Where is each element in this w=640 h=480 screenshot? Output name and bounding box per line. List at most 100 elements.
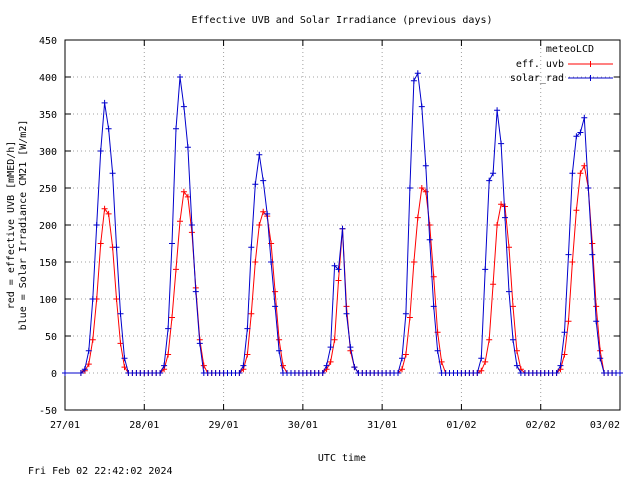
series-line xyxy=(65,71,620,374)
data-point xyxy=(184,193,191,200)
data-point xyxy=(581,114,588,121)
data-point xyxy=(339,225,346,232)
data-point xyxy=(327,344,334,351)
data-point xyxy=(272,303,279,310)
data-point xyxy=(260,177,267,184)
data-point xyxy=(173,266,179,273)
data-point xyxy=(97,240,104,247)
data-point xyxy=(414,214,421,221)
data-point xyxy=(276,347,283,354)
data-point xyxy=(180,103,187,110)
data-point xyxy=(121,355,128,362)
data-point xyxy=(617,370,623,376)
data-point xyxy=(478,355,485,362)
data-point xyxy=(93,222,100,228)
data-point xyxy=(565,251,572,258)
data-point xyxy=(399,355,405,362)
y-tick-label: 300 xyxy=(39,147,57,158)
data-point xyxy=(597,347,604,354)
x-tick-label: 01/02 xyxy=(446,420,476,431)
data-point xyxy=(347,344,354,351)
data-point xyxy=(474,370,481,376)
data-point xyxy=(105,125,112,132)
data-point xyxy=(280,362,286,369)
y-tick-label: 350 xyxy=(39,110,57,121)
data-point xyxy=(434,347,441,354)
data-point xyxy=(89,296,96,302)
data-point xyxy=(482,358,489,365)
y-tick-label: 200 xyxy=(39,221,57,232)
series-line xyxy=(65,164,620,374)
data-point xyxy=(593,303,600,310)
data-point xyxy=(498,201,505,208)
y-axis-label-line-2: blue = Solar Irradiance CM21 [W/m2] xyxy=(18,120,29,331)
data-point xyxy=(561,351,568,358)
data-point xyxy=(335,277,342,284)
data-point xyxy=(510,303,516,310)
data-point xyxy=(117,310,124,317)
data-point xyxy=(426,236,433,243)
data-point xyxy=(597,355,604,362)
data-point xyxy=(252,181,259,188)
data-point xyxy=(113,296,120,302)
data-point xyxy=(256,222,263,228)
data-point xyxy=(200,362,207,369)
y-tick-label: 0 xyxy=(51,369,57,380)
data-point xyxy=(589,251,596,258)
legend-line-solar xyxy=(568,75,613,81)
y-tick-label: 150 xyxy=(39,258,57,269)
x-tick-label: 03/02 xyxy=(590,420,620,431)
data-point xyxy=(343,310,350,317)
data-point xyxy=(85,347,92,354)
data-point xyxy=(402,351,409,358)
data-point xyxy=(494,222,501,228)
data-point xyxy=(177,218,183,225)
data-point xyxy=(62,370,68,376)
y-tick-label: 100 xyxy=(39,295,57,306)
series-layer xyxy=(62,70,623,376)
data-point xyxy=(395,370,401,376)
y-tick-label: 50 xyxy=(45,332,57,343)
data-point xyxy=(319,370,326,376)
data-point xyxy=(244,325,251,332)
legend-line-uvb xyxy=(568,61,613,67)
data-point xyxy=(498,140,505,147)
data-point xyxy=(502,214,508,221)
data-point xyxy=(561,329,568,336)
data-point xyxy=(327,358,334,365)
data-point xyxy=(192,288,199,295)
data-point xyxy=(161,362,168,369)
x-tick-label: 28/01 xyxy=(129,420,159,431)
series-solar-rad xyxy=(62,70,623,376)
y-tick-label: 250 xyxy=(39,184,57,195)
x-tick-label: 30/01 xyxy=(288,420,318,431)
data-point xyxy=(177,74,183,80)
data-point xyxy=(399,366,405,373)
data-point xyxy=(101,99,108,106)
data-point xyxy=(196,340,203,347)
data-point xyxy=(85,361,92,368)
data-point xyxy=(252,259,259,265)
timestamp-footer: Fri Feb 02 22:42:02 2024 xyxy=(28,466,173,477)
data-point xyxy=(565,318,572,325)
data-point xyxy=(513,362,520,369)
data-point xyxy=(256,151,263,158)
series-eff-uvb xyxy=(62,162,623,376)
data-point xyxy=(165,325,172,332)
data-point xyxy=(426,222,433,228)
data-point xyxy=(248,244,255,251)
data-point xyxy=(410,77,417,84)
x-tick-label: 31/01 xyxy=(367,420,397,431)
data-point xyxy=(169,314,175,321)
data-point xyxy=(113,244,120,251)
x-tick-label: 29/01 xyxy=(209,420,239,431)
y-axis-label-line-1: red = effective UVB [mMED/h] xyxy=(6,141,17,310)
legend-title: meteoLCD xyxy=(546,44,594,55)
x-tick-label: 27/01 xyxy=(50,420,80,431)
data-point xyxy=(422,162,429,169)
data-point xyxy=(169,240,175,247)
data-point xyxy=(173,125,179,132)
data-point xyxy=(81,366,88,373)
y-axis-label: red = effective UVB [mMED/h] blue = Sola… xyxy=(6,120,29,331)
